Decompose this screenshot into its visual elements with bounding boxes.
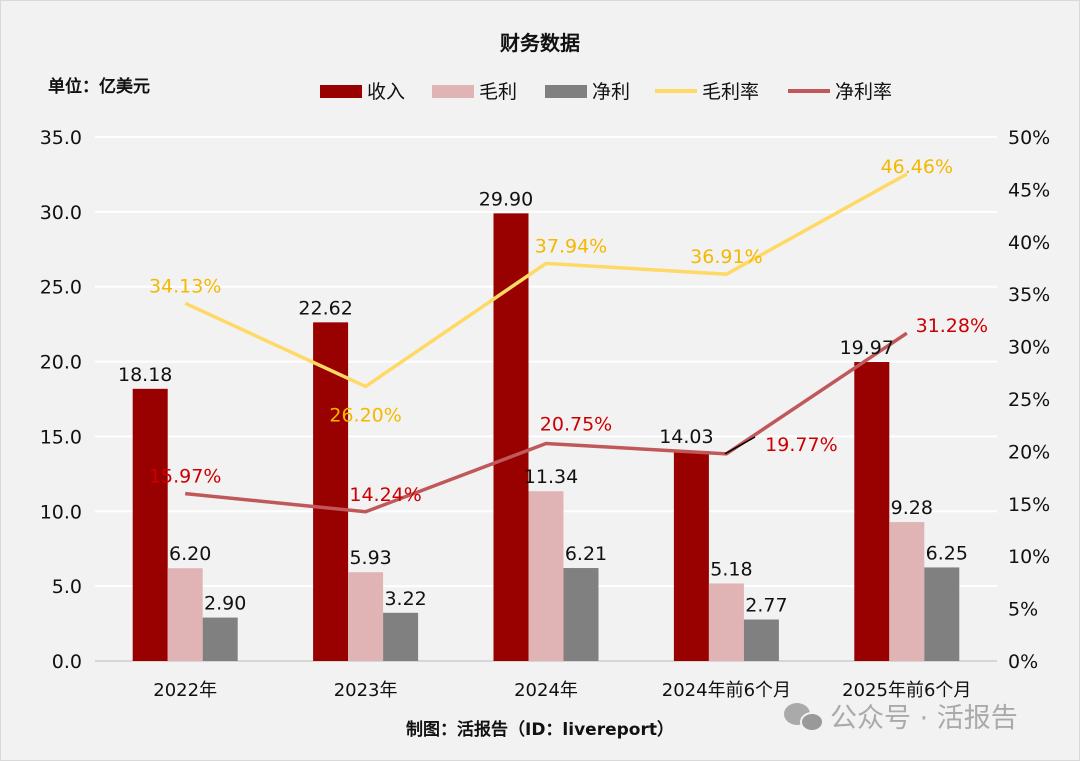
bar-data-label: 6.25 xyxy=(926,542,968,564)
left-axis-tick: 35.0 xyxy=(40,127,82,149)
bar-净利 xyxy=(202,617,238,661)
bar-data-label: 6.21 xyxy=(565,543,607,565)
right-axis-tick: 10% xyxy=(1008,546,1050,568)
legend-swatch xyxy=(545,85,587,98)
wechat-icon xyxy=(784,703,824,732)
bar-data-label: 19.97 xyxy=(840,337,894,359)
line-data-label: 46.46% xyxy=(881,156,953,178)
watermark: 公众号 · 活报告 xyxy=(830,703,1018,734)
bar-data-label: 22.62 xyxy=(298,297,352,319)
bar-收入 xyxy=(132,388,168,661)
bar-收入 xyxy=(673,450,709,661)
bar-净利 xyxy=(383,612,419,661)
bar-毛利 xyxy=(708,583,744,661)
line-data-label: 34.13% xyxy=(149,275,221,297)
left-axis-tick: 10.0 xyxy=(40,501,82,523)
x-axis-tick: 2022年 xyxy=(153,680,217,701)
bar-收入 xyxy=(854,362,890,661)
bar-data-label: 2.77 xyxy=(745,595,787,617)
bar-毛利 xyxy=(528,491,564,661)
bar-毛利 xyxy=(889,522,925,661)
source-label: 制图：活报告（ID：livereport） xyxy=(406,719,674,740)
legend-label: 毛利 xyxy=(479,81,517,103)
bar-净利 xyxy=(924,567,960,661)
right-axis-tick: 40% xyxy=(1008,232,1050,254)
line-data-label: 15.97% xyxy=(149,466,221,488)
right-axis-tick: 15% xyxy=(1008,494,1050,516)
legend-label: 净利 xyxy=(592,81,630,103)
left-axis-tick: 0.0 xyxy=(52,651,82,673)
right-axis-tick: 45% xyxy=(1008,179,1050,201)
line-data-label: 14.24% xyxy=(349,484,421,506)
line-data-label: 26.20% xyxy=(329,404,401,426)
right-axis-tick: 5% xyxy=(1008,599,1038,621)
line-data-label: 31.28% xyxy=(916,315,988,337)
line-data-label: 37.94% xyxy=(535,235,607,257)
chart-title: 财务数据 xyxy=(500,31,580,55)
bar-data-label: 18.18 xyxy=(118,364,172,386)
right-axis-tick: 25% xyxy=(1008,389,1050,411)
legend-swatch xyxy=(432,85,474,98)
right-axis-tick: 50% xyxy=(1008,127,1050,149)
right-axis-tick: 0% xyxy=(1008,651,1038,673)
x-axis-tick: 2025年前6个月 xyxy=(842,680,971,701)
left-axis-tick: 15.0 xyxy=(40,426,82,448)
bar-data-label: 5.18 xyxy=(710,558,752,580)
bar-data-label: 3.22 xyxy=(384,588,426,610)
bar-data-label: 14.03 xyxy=(659,426,713,448)
bar-净利 xyxy=(743,619,779,661)
right-axis-tick: 30% xyxy=(1008,337,1050,359)
bar-data-label: 2.90 xyxy=(204,593,246,615)
legend-label: 净利率 xyxy=(835,81,892,103)
line-data-label: 36.91% xyxy=(690,246,762,268)
legend-swatch xyxy=(320,85,362,98)
legend-label: 收入 xyxy=(367,81,405,103)
bar-毛利 xyxy=(348,572,384,661)
x-axis-tick: 2023年 xyxy=(334,680,398,701)
x-axis-tick: 2024年 xyxy=(514,680,578,701)
left-axis-tick: 5.0 xyxy=(52,576,82,598)
unit-label: 单位：亿美元 xyxy=(48,76,150,97)
line-毛利率 xyxy=(184,172,908,389)
line-data-label: 19.77% xyxy=(765,434,837,456)
bar-毛利 xyxy=(167,568,203,661)
bar-data-label: 29.90 xyxy=(479,188,533,210)
bar-净利 xyxy=(563,568,599,661)
right-axis-tick: 20% xyxy=(1008,441,1050,463)
bar-data-label: 5.93 xyxy=(349,547,391,569)
x-axis-tick: 2024年前6个月 xyxy=(662,680,791,701)
right-axis-tick: 35% xyxy=(1008,284,1050,306)
left-axis-tick: 20.0 xyxy=(40,352,82,374)
bar-收入 xyxy=(313,322,349,661)
line-data-label: 20.75% xyxy=(540,414,612,436)
bar-data-label: 6.20 xyxy=(169,543,211,565)
bar-data-label: 9.28 xyxy=(891,497,933,519)
legend-label: 毛利率 xyxy=(702,81,759,103)
bar-data-label: 11.34 xyxy=(524,466,578,488)
left-axis-tick: 30.0 xyxy=(40,202,82,224)
left-axis-tick: 25.0 xyxy=(40,277,82,299)
leader-line xyxy=(724,436,756,455)
